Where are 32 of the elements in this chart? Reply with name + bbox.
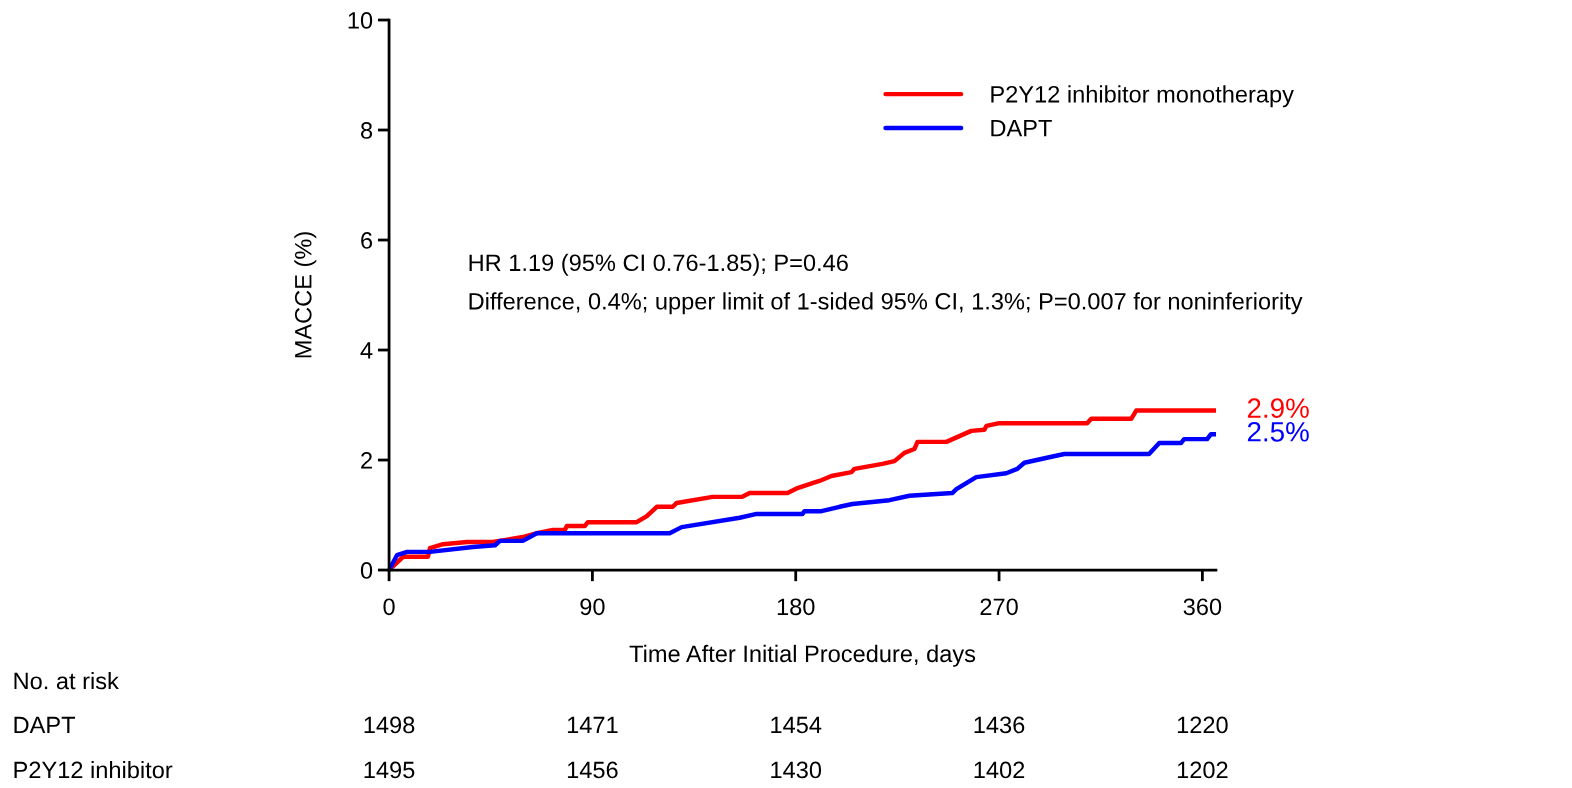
x-tick-label: 0 xyxy=(383,598,395,616)
y-axis-title: MACCE (%) xyxy=(294,232,317,358)
x-tick-label: 360 xyxy=(1183,598,1222,616)
text: 1456 xyxy=(567,761,618,779)
y-tick-label: 4 xyxy=(360,342,373,359)
y-tick-label: 8 xyxy=(360,122,373,139)
annotation: Difference, 0.4%; upper limit of 1-sided 95% CI, 1.3%; P=0.007 for noninferiority xyxy=(469,292,1303,315)
y-tick-label: 10 xyxy=(348,12,373,29)
text: 1202 xyxy=(1177,761,1228,779)
text: 1454 xyxy=(771,716,822,734)
text: 1436 xyxy=(974,716,1025,734)
annotation: 2.5% xyxy=(1247,421,1309,442)
x-tick-label: 90 xyxy=(580,598,605,616)
x-tick-label: 180 xyxy=(777,598,815,616)
legend-label: DAPT xyxy=(991,119,1052,137)
text: DAPT xyxy=(14,716,76,734)
legend-label: P2Y12 inhibitor monotherapy xyxy=(991,85,1294,108)
text: 1430 xyxy=(771,761,822,779)
y-tick-label: 0 xyxy=(360,562,373,579)
annotation: HR 1.19 (95% CI 0.76-1.85); P=0.46 xyxy=(469,253,848,276)
text: 1471 xyxy=(567,716,618,734)
text: 1220 xyxy=(1177,716,1228,734)
text: No. at risk xyxy=(14,671,119,690)
x-axis-title: Time After Initial Procedure, days xyxy=(629,644,976,667)
text: P2Y12 inhibitor xyxy=(14,760,173,779)
text: 1498 xyxy=(364,716,415,734)
x-tick-label: 270 xyxy=(980,598,1018,616)
y-tick-label: 6 xyxy=(361,232,373,249)
text: 1402 xyxy=(974,761,1025,779)
annotation: 2.9% xyxy=(1247,398,1309,418)
text: 1495 xyxy=(364,761,415,779)
y-tick-label: 2 xyxy=(361,452,372,469)
